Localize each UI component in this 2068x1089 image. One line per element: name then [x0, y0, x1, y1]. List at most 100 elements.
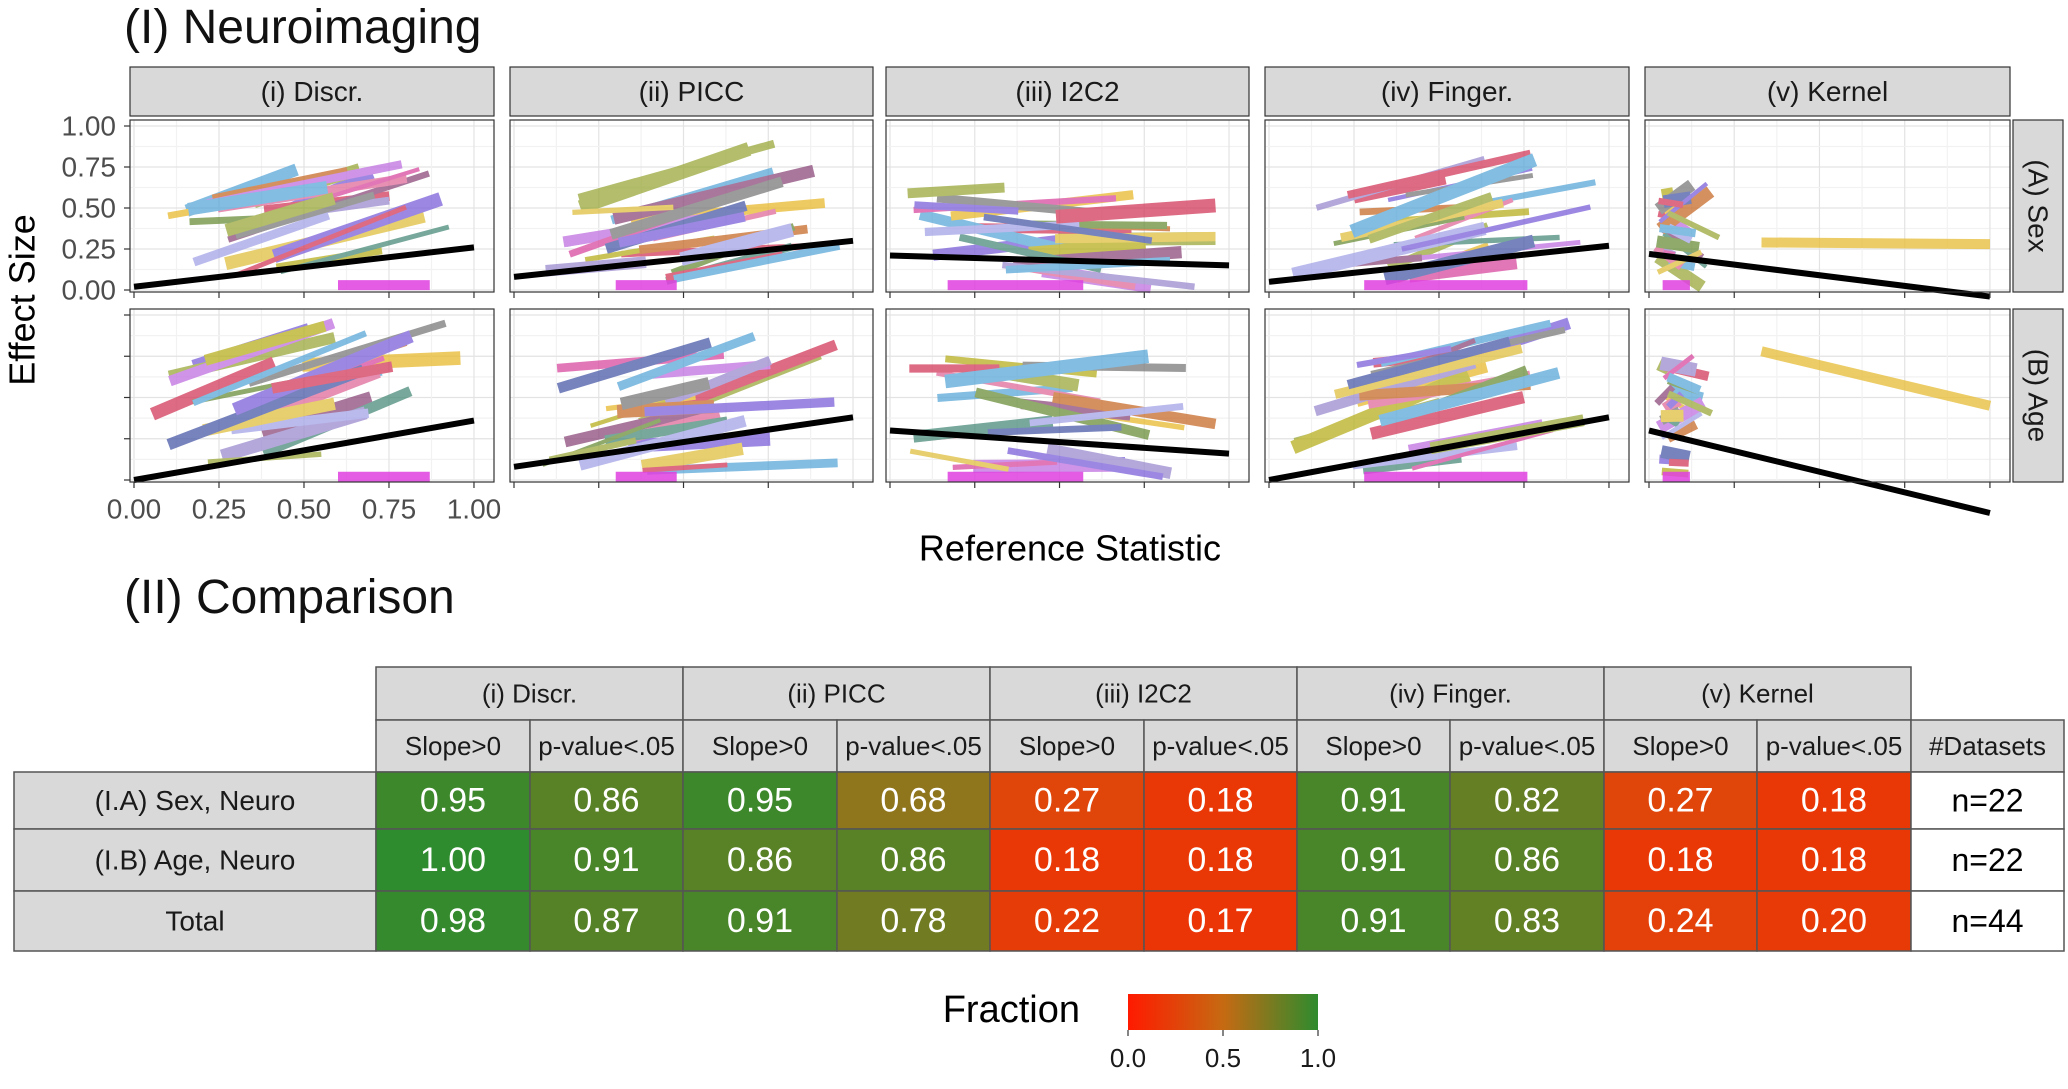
table-subheader-label: p-value<.05 — [538, 731, 675, 761]
table-cell — [375, 828, 531, 892]
table-cell-value: 0.18 — [1187, 841, 1253, 879]
dataset-fit-line — [1656, 249, 1703, 275]
facet-label: (iii) I2C2 — [1015, 76, 1119, 107]
y-tick-label: 0.75 — [62, 152, 117, 183]
table-method-header — [682, 666, 991, 721]
dataset-fit-line — [237, 204, 407, 277]
dataset-fit-line — [1654, 384, 1676, 406]
table-method-header — [375, 666, 684, 721]
dataset-fit-line — [1666, 383, 1704, 405]
y-axis-title: Effect Size — [2, 214, 43, 385]
dataset-fit-line — [1655, 235, 1700, 254]
dataset-fit-line — [907, 182, 1005, 199]
facet-strip-top — [885, 66, 1250, 117]
dataset-fit-line — [1666, 210, 1721, 241]
dataset-fit-line — [642, 462, 728, 473]
dataset-fit-line — [1666, 390, 1714, 417]
panel-border — [1264, 119, 1630, 293]
dataset-fit-line — [149, 356, 277, 421]
table-cell-value: 0.91 — [1340, 841, 1406, 879]
table-n-cell — [1910, 828, 2065, 892]
dataset-fit-line — [644, 397, 835, 417]
table-method-label: (v) Kernel — [1701, 679, 1814, 709]
table-cell — [1603, 771, 1758, 830]
table-cell — [529, 890, 684, 952]
legend-tick-label: 1.0 — [1300, 1043, 1336, 1073]
dataset-fit-line — [1660, 445, 1691, 464]
table-n-cell — [1910, 890, 2065, 952]
table-cell-value: 0.86 — [880, 841, 946, 879]
dataset-fit-line — [231, 330, 414, 416]
table-subheader-label: Slope>0 — [1325, 731, 1421, 761]
table-subheader-label: p-value<.05 — [1766, 731, 1903, 761]
table-cell-value: 0.27 — [1034, 782, 1100, 820]
overall-fit-line — [1648, 427, 1991, 516]
legend-colorbar — [1128, 994, 1318, 1030]
panel-border — [1644, 119, 2011, 293]
table-cell — [529, 771, 684, 830]
table-cell — [1756, 828, 1912, 892]
table-cell — [1449, 890, 1605, 952]
table-cell — [1143, 771, 1298, 830]
table-cell-value: 0.18 — [1034, 841, 1100, 879]
neuroimaging-title: (I) Neuroimaging — [124, 1, 482, 54]
panel-border — [129, 308, 495, 483]
table-subheader — [989, 719, 1145, 773]
dataset-fit-line — [1401, 204, 1591, 252]
table-cell-value: 0.20 — [1801, 902, 1867, 940]
dataset-fit-line — [1356, 345, 1452, 369]
dataset-fit-line — [271, 361, 394, 394]
table-cell-value: 0.91 — [1340, 782, 1406, 820]
dataset-fit-line — [1378, 367, 1561, 427]
table-cell — [989, 890, 1145, 952]
facet-strip-side — [2012, 119, 2064, 293]
table-subheader — [836, 719, 991, 773]
facet-strip-top — [1644, 66, 2011, 117]
overall-fit-line — [1268, 242, 1610, 285]
table-cell-value: 0.22 — [1034, 902, 1100, 940]
table-cell-value: 0.86 — [573, 782, 639, 820]
facet-label: (iv) Finger. — [1381, 76, 1513, 107]
overall-fit-line — [133, 244, 475, 290]
legend-tick-label: 0.0 — [1110, 1043, 1146, 1073]
dataset-fit-line — [1055, 198, 1216, 224]
x-tick-label: 0.00 — [107, 494, 162, 525]
dataset-fit-line — [914, 201, 1019, 215]
table-cell-value: 0.87 — [573, 902, 639, 940]
table-cell — [989, 828, 1145, 892]
table-row-header — [13, 828, 377, 892]
dataset-fit-line — [224, 192, 336, 237]
table-method-label: (i) Discr. — [482, 679, 577, 709]
table-subheader — [1449, 719, 1605, 773]
dataset-fits — [1291, 149, 1596, 286]
dataset-fit-line — [1411, 428, 1554, 471]
overall-fit-line — [889, 427, 1230, 457]
table-cell — [1603, 828, 1758, 892]
facet-label: (ii) PICC — [639, 76, 745, 107]
dataset-fit-line — [1654, 251, 1706, 292]
dataset-fits — [1654, 353, 1714, 478]
panel-border — [509, 119, 874, 293]
table-subheader-label: Slope>0 — [1632, 731, 1728, 761]
table-cell-value: 0.98 — [420, 902, 486, 940]
dataset-fit-line — [609, 176, 784, 240]
dataset-fit-line — [230, 408, 370, 435]
table-subheader-label: p-value<.05 — [845, 731, 982, 761]
dataset-fit-line — [1046, 443, 1173, 480]
table-n-value: n=44 — [1951, 903, 2023, 939]
table-cell-value: 0.83 — [1494, 902, 1560, 940]
x-tick-label: 1.00 — [447, 494, 502, 525]
x-tick-label: 0.75 — [362, 494, 417, 525]
dataset-fits — [149, 318, 461, 465]
panel-border — [129, 119, 495, 293]
table-cell-value: 0.68 — [880, 782, 946, 820]
dataset-fit-line — [548, 437, 637, 463]
facet-strip-top — [129, 66, 495, 117]
table-subheader — [1756, 719, 1912, 773]
table-cell-value: 0.91 — [727, 902, 793, 940]
dataset-fit-line — [556, 337, 712, 394]
table-cell-value: 0.82 — [1494, 782, 1560, 820]
dataset-fit-line — [1007, 447, 1164, 481]
comparison-title: (II) Comparison — [124, 571, 455, 624]
